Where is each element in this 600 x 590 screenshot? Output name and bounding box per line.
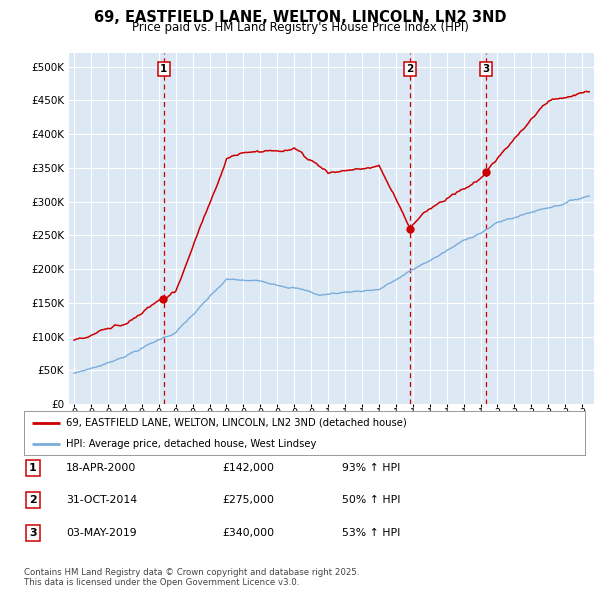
Text: £142,000: £142,000 (222, 463, 274, 473)
Text: 2: 2 (29, 496, 37, 505)
Text: 18-APR-2000: 18-APR-2000 (66, 463, 136, 473)
Text: 2: 2 (406, 64, 413, 74)
Text: Contains HM Land Registry data © Crown copyright and database right 2025.
This d: Contains HM Land Registry data © Crown c… (24, 568, 359, 587)
Text: 03-MAY-2019: 03-MAY-2019 (66, 528, 137, 537)
Text: 3: 3 (29, 528, 37, 537)
Text: 69, EASTFIELD LANE, WELTON, LINCOLN, LN2 3ND (detached house): 69, EASTFIELD LANE, WELTON, LINCOLN, LN2… (66, 418, 407, 428)
Text: Price paid vs. HM Land Registry's House Price Index (HPI): Price paid vs. HM Land Registry's House … (131, 21, 469, 34)
Text: 50% ↑ HPI: 50% ↑ HPI (342, 496, 401, 505)
Text: 53% ↑ HPI: 53% ↑ HPI (342, 528, 400, 537)
Text: 3: 3 (482, 64, 490, 74)
Text: 1: 1 (160, 64, 167, 74)
Text: 69, EASTFIELD LANE, WELTON, LINCOLN, LN2 3ND: 69, EASTFIELD LANE, WELTON, LINCOLN, LN2… (94, 10, 506, 25)
Text: 93% ↑ HPI: 93% ↑ HPI (342, 463, 400, 473)
Text: £340,000: £340,000 (222, 528, 274, 537)
Text: 31-OCT-2014: 31-OCT-2014 (66, 496, 137, 505)
Text: 1: 1 (29, 463, 37, 473)
Text: HPI: Average price, detached house, West Lindsey: HPI: Average price, detached house, West… (66, 439, 316, 449)
Text: £275,000: £275,000 (222, 496, 274, 505)
